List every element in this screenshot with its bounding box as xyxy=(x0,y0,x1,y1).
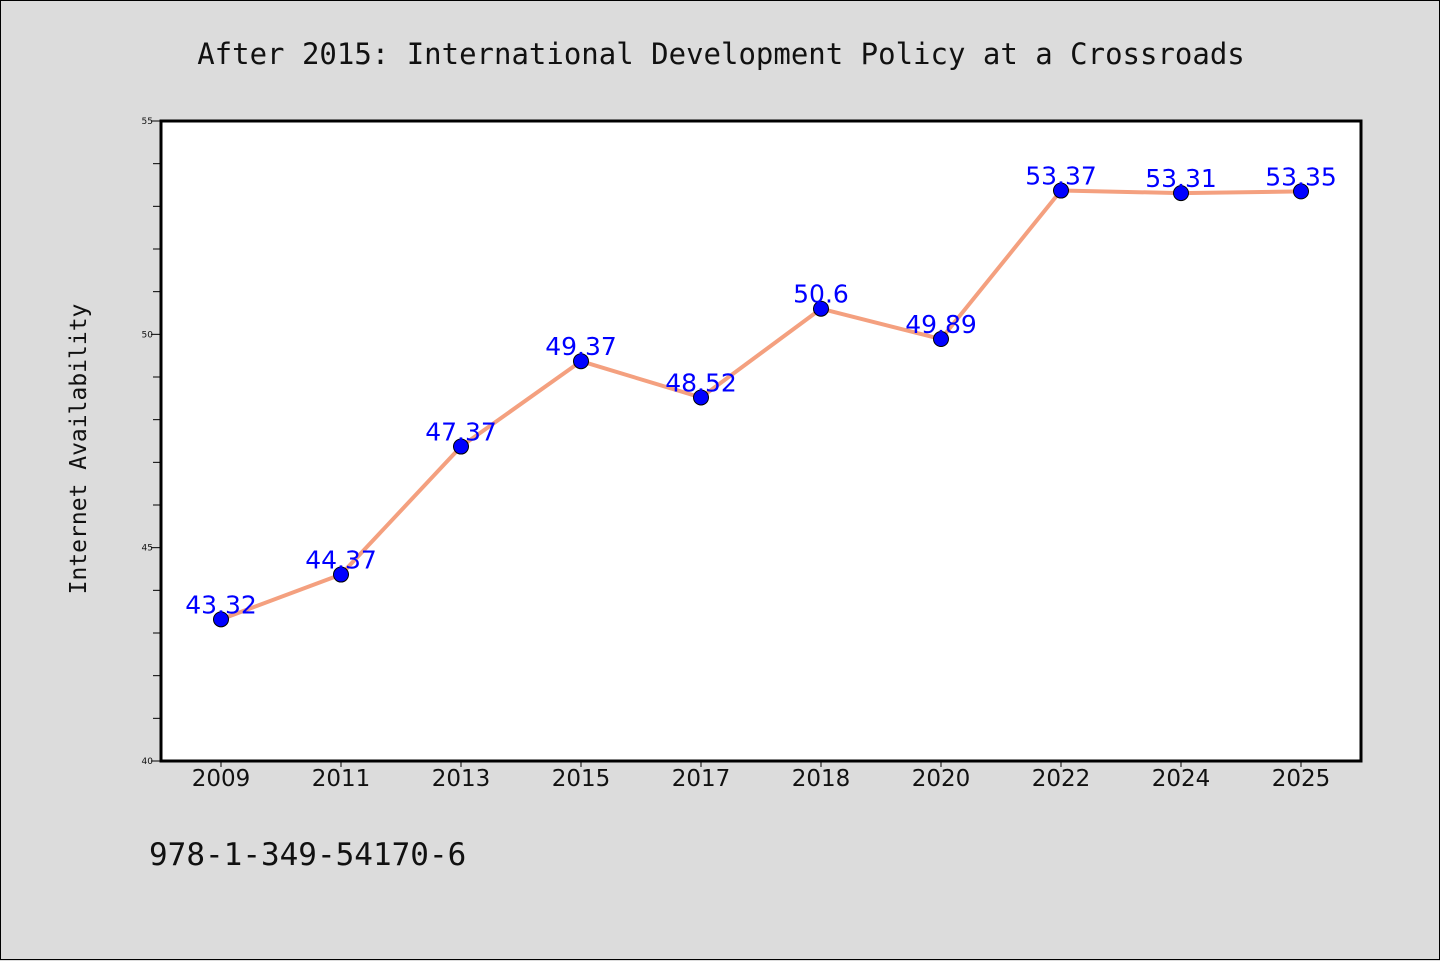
x-tick-label: 2015 xyxy=(552,766,611,792)
series-line xyxy=(219,188,1303,622)
data-label: 43.32 xyxy=(185,590,257,619)
data-point xyxy=(1173,185,1189,202)
data-label: 44.37 xyxy=(305,546,377,575)
x-tick-label: 2011 xyxy=(312,766,371,792)
plot-area xyxy=(159,119,1363,763)
data-label: 50.6 xyxy=(793,280,849,309)
x-tick-label: 2020 xyxy=(912,766,971,792)
data-label: 48.52 xyxy=(665,368,737,397)
y-tick-label: 40 xyxy=(142,757,154,767)
x-tick-label: 2024 xyxy=(1152,766,1211,792)
data-point xyxy=(453,438,469,455)
data-label: 53.31 xyxy=(1145,164,1217,193)
data-label: 53.35 xyxy=(1265,162,1337,191)
data-point xyxy=(933,331,949,348)
x-tick-label: 2017 xyxy=(672,766,731,792)
data-point xyxy=(1053,182,1069,199)
y-axis: 40 45 50 55 xyxy=(142,117,161,767)
y-tick-label: 55 xyxy=(142,117,153,127)
data-label: 49.37 xyxy=(545,332,617,361)
data-point xyxy=(693,389,709,406)
chart-title: After 2015: International Development Po… xyxy=(197,37,1245,71)
x-tick-label: 2025 xyxy=(1272,766,1331,792)
data-point xyxy=(333,566,349,583)
y-axis-label: Internet Availability xyxy=(66,304,92,595)
data-label: 53.37 xyxy=(1025,162,1097,191)
data-point xyxy=(213,611,229,628)
x-tick-label: 2009 xyxy=(192,766,251,792)
x-tick-label: 2022 xyxy=(1032,766,1091,792)
y-tick-label: 50 xyxy=(142,330,154,340)
series-layer: 43.32 44.37 47.37 49.37 48.52 50.6 49.89 53.37 5… xyxy=(185,162,1337,628)
x-tick-label: 2013 xyxy=(432,766,491,792)
data-label: 47.37 xyxy=(425,418,497,447)
data-point xyxy=(573,353,589,370)
isbn-text: 978-1-349-54170-6 xyxy=(149,837,466,873)
data-point xyxy=(813,300,829,317)
x-axis: 2009 2011 2013 2015 2017 2018 2020 2022 2024 2025 xyxy=(192,761,1331,792)
y-tick-label: 45 xyxy=(142,544,153,554)
data-label: 49.89 xyxy=(905,310,977,339)
data-point xyxy=(1293,183,1309,200)
x-tick-label: 2018 xyxy=(792,766,851,792)
